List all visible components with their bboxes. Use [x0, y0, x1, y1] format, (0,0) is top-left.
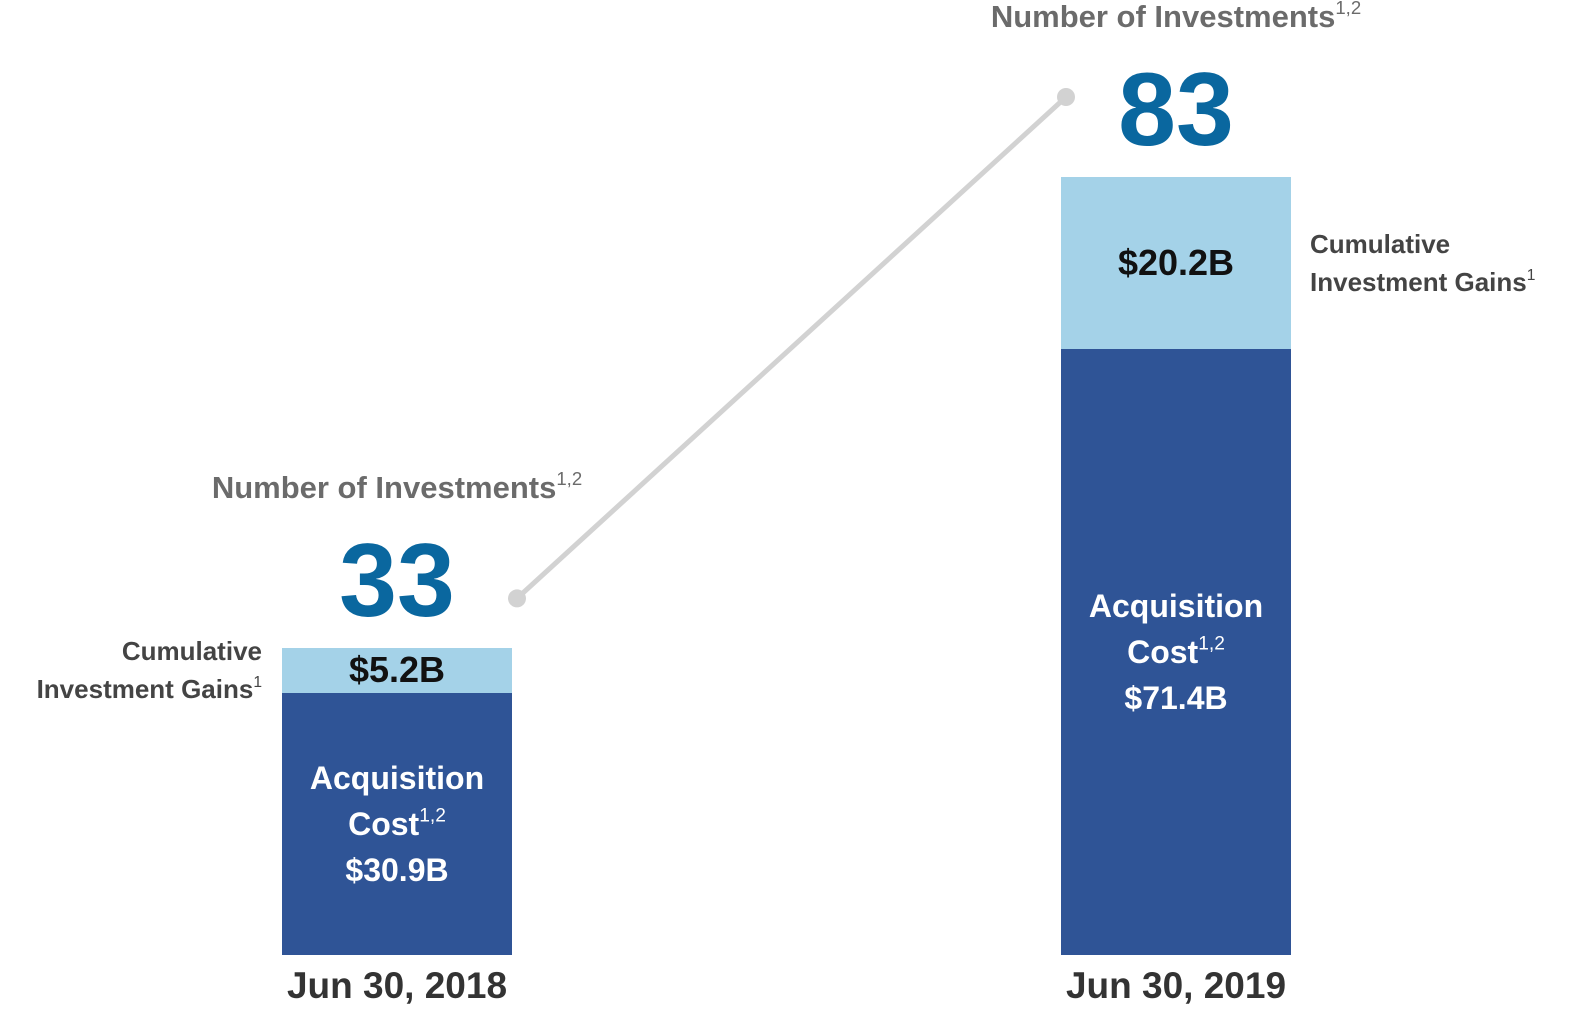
label-text: Cumulative Investment Gains: [1310, 228, 1527, 297]
label-text: Number of Investments: [211, 470, 557, 506]
label-text: Acquisition Cost: [309, 759, 485, 842]
side-label: Cumulative Investment Gains1: [0, 632, 262, 708]
footnote-mark: 1: [253, 674, 262, 692]
label-text: Number of Investments: [990, 0, 1336, 35]
investments-count: 83: [1118, 52, 1234, 168]
x-category-label: Jun 30, 2019: [1065, 965, 1287, 1006]
value-label: $20.2B: [1117, 241, 1235, 283]
footnote-mark: 1,2: [1335, 0, 1362, 18]
investments-heading: Number of Investments1,2: [97, 470, 697, 506]
connector-dot: [1057, 88, 1075, 106]
bar-segment: Acquisition Cost1,2 $30.9B: [282, 692, 512, 955]
side-label: Cumulative Investment Gains1: [1310, 225, 1578, 301]
footnote-mark: 1,2: [556, 468, 583, 490]
bar-segment: $20.2B: [1061, 177, 1291, 349]
footnote-mark: 1,2: [419, 805, 446, 827]
x-category-label: Jun 30, 2018: [286, 965, 508, 1006]
label-text: Acquisition Cost: [1088, 587, 1264, 670]
footnote-mark: 1: [1526, 266, 1536, 284]
label-text: Cumulative Investment Gains: [36, 636, 262, 705]
connector-line: [515, 95, 1068, 601]
investments-heading: Number of Investments1,2: [876, 0, 1476, 35]
bar-segment: Acquisition Cost1,2 $71.4B: [1061, 348, 1291, 955]
bar-segment: $5.2B: [282, 648, 512, 693]
segment-label: Acquisition Cost1,2: [1071, 583, 1281, 675]
connector-dot: [508, 589, 526, 608]
value-label: $71.4B: [1124, 679, 1228, 716]
footnote-mark: 1,2: [1198, 633, 1225, 655]
value-label: $5.2B: [348, 649, 446, 691]
investments-count: 33: [339, 523, 455, 640]
value-label: $30.9B: [345, 851, 449, 888]
segment-label: Acquisition Cost1,2: [292, 755, 502, 847]
